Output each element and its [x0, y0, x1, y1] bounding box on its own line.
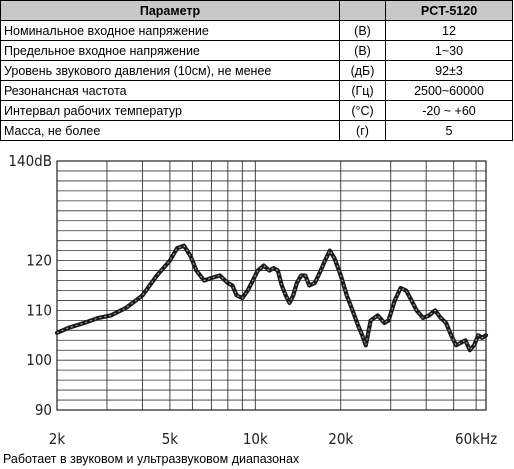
- param-unit: (В): [339, 40, 386, 61]
- caption-text: Работает в звуковом и ультразвуковом диа…: [3, 452, 300, 466]
- param-unit: (Гц): [339, 80, 386, 101]
- param-name: Масса, не более: [0, 120, 340, 141]
- y-tick-label: 120: [26, 252, 52, 270]
- spec-header-row: Параметр PCT-5120: [0, 0, 513, 21]
- x-tick-label: 2k: [49, 430, 66, 448]
- header-unit: [339, 0, 386, 21]
- y-tick-label: 140dB: [8, 152, 52, 170]
- table-row: Номинальное входное напряжение (В) 12: [0, 20, 513, 41]
- table-row: Интервал рабочих температур (°C) -20 ~ +…: [0, 100, 513, 121]
- chart-tick-labels: 90 100 110 120 140dB 2k 5k 10k 20k 60kHz: [8, 152, 497, 448]
- x-tick-label: 10k: [243, 430, 268, 448]
- param-name: Резонансная частота: [0, 80, 340, 101]
- header-parameter: Параметр: [0, 0, 340, 21]
- param-value: 12: [385, 20, 513, 41]
- param-name: Уровень звукового давления (10см), не ме…: [0, 60, 340, 81]
- series-line-texture: [56, 245, 487, 351]
- chart-grid: [56, 160, 487, 411]
- frequency-response-chart: 90 100 110 120 140dB 2k 5k 10k 20k 60kHz: [8, 152, 497, 448]
- spec-table: Параметр PCT-5120 Номинальное входное на…: [0, 0, 513, 141]
- series-line: [54, 243, 489, 353]
- param-value: 1~30: [385, 40, 513, 61]
- table-row: Резонансная частота (Гц) 2500~60000: [0, 80, 513, 101]
- chart-frame: [56, 160, 487, 411]
- param-name: Интервал рабочих температур: [0, 100, 340, 121]
- param-unit: (°C): [339, 100, 386, 121]
- chart-series: [54, 243, 489, 353]
- y-tick-label: 90: [35, 401, 52, 419]
- y-tick-label: 110: [26, 301, 52, 319]
- param-value: -20 ~ +60: [385, 100, 513, 121]
- x-tick-label: 5k: [162, 430, 179, 448]
- param-name: Предельное входное напряжение: [0, 40, 340, 61]
- table-row: Масса, не более (г) 5: [0, 120, 513, 141]
- header-model: PCT-5120: [385, 0, 513, 21]
- y-tick-label: 100: [26, 351, 52, 369]
- param-value: 2500~60000: [385, 80, 513, 101]
- param-unit: (г): [339, 120, 386, 141]
- param-unit: (дБ): [339, 60, 386, 81]
- x-tick-label: 20k: [328, 430, 353, 448]
- table-row: Уровень звукового давления (10см), не ме…: [0, 60, 513, 81]
- x-tick-label: 60kHz: [455, 430, 497, 448]
- param-value: 92±3: [385, 60, 513, 81]
- table-row: Предельное входное напряжение (В) 1~30: [0, 40, 513, 61]
- param-unit: (В): [339, 20, 386, 41]
- param-name: Номинальное входное напряжение: [0, 20, 340, 41]
- param-value: 5: [385, 120, 513, 141]
